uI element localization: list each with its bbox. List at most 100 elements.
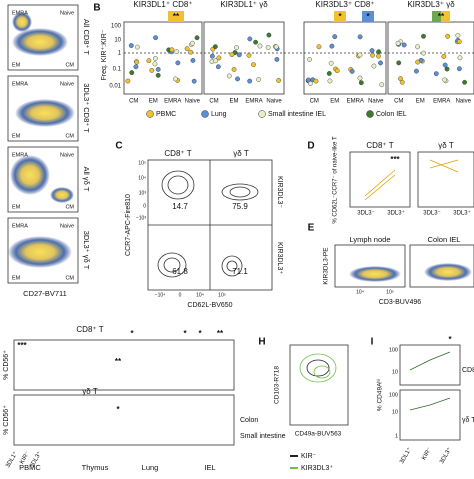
dot: [247, 78, 253, 84]
dot: [445, 33, 451, 39]
value-label: 71.1: [232, 267, 248, 276]
value-label: 61.8: [172, 267, 188, 276]
dot: [135, 44, 140, 50]
axis-title: CD103-R718: [274, 366, 281, 404]
tick-label: 0.01: [109, 84, 121, 90]
dot: [256, 77, 262, 82]
panel-a-boxes: [7, 4, 79, 284]
label: γδ T: [82, 387, 98, 396]
significance: ***: [390, 155, 400, 164]
label: EMRA: [12, 10, 28, 16]
panel-b-frames: [123, 21, 474, 95]
dot: [415, 44, 420, 50]
dot: [421, 33, 426, 39]
dot: [414, 68, 419, 74]
dot: [133, 64, 139, 70]
tick-label: CM: [129, 99, 138, 105]
dot: [253, 39, 258, 45]
label: CM: [65, 62, 74, 68]
dot: [334, 68, 340, 74]
legend-marker: [146, 110, 154, 118]
tick-label: 1: [395, 433, 398, 439]
panel-i-frames: [399, 344, 461, 441]
tick-label: Naive: [266, 99, 282, 105]
subplot-title: KIR3DL3⁺ γδ: [407, 0, 455, 9]
tick-label: 3DL1⁺: [4, 450, 19, 469]
dot: [313, 78, 319, 84]
tick-label: EM: [149, 99, 158, 105]
dot: [396, 60, 402, 66]
label: Naive: [60, 81, 74, 87]
label: Naive: [60, 10, 74, 16]
tick-label: 10: [114, 38, 121, 44]
panel-d-frames: [349, 151, 474, 208]
group-label: Lung: [142, 463, 159, 472]
label: EM: [12, 204, 21, 210]
tick-label: EMRA: [433, 99, 450, 105]
legend-marker: [366, 110, 374, 118]
tick-label: EMRA: [164, 99, 181, 105]
panel-label: H: [258, 337, 265, 348]
dot: [155, 72, 161, 78]
value-label: 75.9: [232, 202, 248, 211]
tick-label: Naive: [368, 99, 384, 105]
tick-label: 3DL3⁺: [453, 210, 471, 217]
tick-label: 1: [118, 51, 122, 57]
label: CM: [65, 204, 74, 210]
dot: [457, 66, 462, 72]
dot: [152, 61, 158, 67]
axis-title: CD62L-BV650: [187, 302, 232, 309]
panel-label: I: [371, 337, 374, 348]
label: γδ T: [462, 417, 474, 424]
label: Colon IEL: [428, 235, 461, 244]
panel-label: C: [115, 141, 122, 152]
label: Naive: [60, 152, 74, 158]
significance: ***: [17, 341, 27, 350]
dot: [257, 43, 263, 49]
legend-label: KIR3DL3⁺: [301, 465, 333, 472]
value-label: 14.7: [172, 202, 188, 211]
dot: [190, 58, 196, 63]
significance: **: [438, 12, 445, 21]
panel-label: B: [93, 3, 100, 14]
dot: [273, 44, 279, 50]
dot: [247, 36, 253, 42]
dot: [357, 52, 363, 58]
dot: [129, 70, 135, 76]
label: 10⁵: [386, 289, 394, 295]
panel-label: E: [308, 223, 315, 234]
axis-title: % CD49Aʰⁱ: [376, 379, 384, 411]
dot: [134, 59, 140, 65]
tick-label: 3DL3⁺: [438, 446, 453, 465]
dot: [153, 55, 158, 61]
dot: [276, 77, 282, 83]
panel-h-contours: [289, 344, 349, 469]
tick-label: 100: [111, 24, 122, 30]
dot: [188, 49, 194, 55]
tick-label: 3DL3⁻: [423, 211, 441, 217]
dot: [175, 60, 181, 66]
dot: [308, 81, 313, 86]
legend-label: Small intestine IEL: [268, 111, 326, 118]
tick-label: 10⁵: [218, 292, 226, 298]
tick-label: 0: [179, 292, 182, 298]
axis-title: CD49a-BUV563: [295, 431, 342, 438]
labels: All CD8⁺ T EMRA Naive EM CM 3DL3⁺ CD8⁺ T EMRA N…: [3, 0, 474, 472]
significance: *: [448, 335, 452, 344]
legend-label: Colon IEL: [376, 111, 407, 118]
tick-label: Naive: [456, 99, 472, 105]
tick-label: 10⁵: [138, 160, 146, 166]
label: EM: [12, 275, 21, 281]
dot: [415, 59, 421, 65]
tick-label: 10³: [139, 190, 147, 196]
dot: [246, 52, 252, 58]
dot: [401, 42, 407, 48]
dot: [236, 52, 242, 58]
legend-label: Small intestine: [240, 433, 286, 440]
axis-title: CCR7-APC-Fire810: [125, 194, 132, 256]
label: CD8⁺ T: [462, 367, 474, 374]
tick-label: 10: [392, 369, 398, 375]
dot: [209, 53, 215, 59]
panel-label: D: [307, 141, 314, 152]
